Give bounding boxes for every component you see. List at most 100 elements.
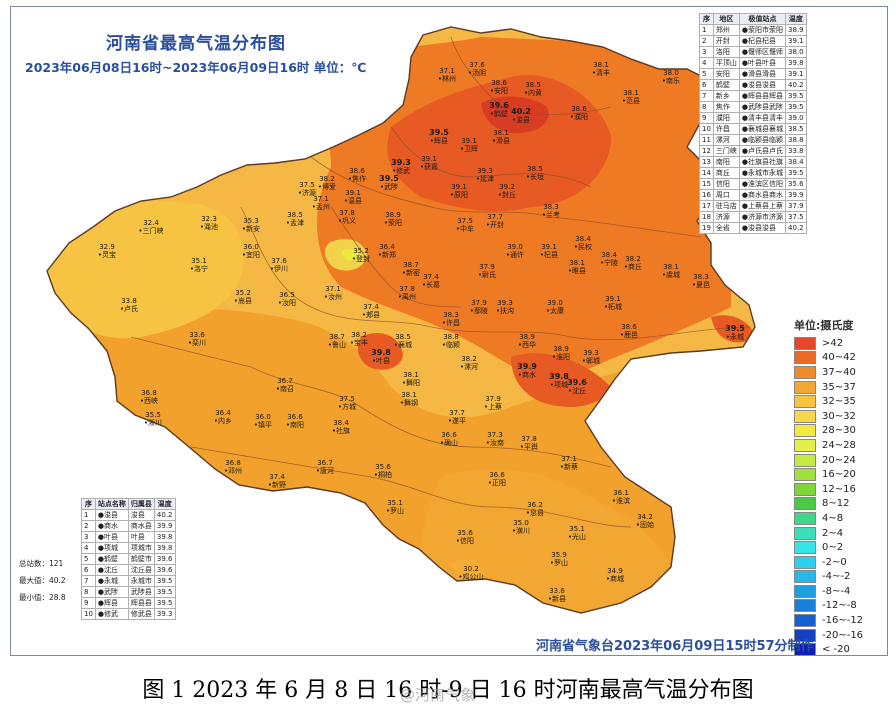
station-marker: 39.9 •商水 xyxy=(513,363,541,380)
station-marker: 39.5 •永城 xyxy=(721,324,749,342)
station-name: •柘城 xyxy=(603,303,623,311)
station-name: •安阳 xyxy=(489,87,509,95)
city-table-row: 17 驻马店 ●上蔡县上蔡 37.9 xyxy=(699,200,807,212)
station-marker: 37.8 •禹州 xyxy=(393,285,421,301)
station-value: 37.1 xyxy=(313,195,329,203)
city-table-cell: 17 xyxy=(699,200,714,212)
rank-table-cell: 39.6 xyxy=(153,553,176,565)
station-value: 35.1 xyxy=(387,499,403,507)
rank-table-cell: ●永城 xyxy=(94,575,129,587)
station-value: 36.7 xyxy=(317,459,333,467)
city-table-cell: ●偃师区偃师 xyxy=(738,46,787,58)
station-marker: 39.8 •叶县 xyxy=(367,349,395,366)
rank-table-cell: 3 xyxy=(81,531,96,543)
station-value: 37.9 xyxy=(485,395,501,403)
station-marker: 38.2 •商丘 xyxy=(619,255,647,271)
station-marker: 39.3 •郸城 xyxy=(577,349,605,365)
station-name: •兰考 xyxy=(541,211,561,219)
station-value: 30.2 xyxy=(463,565,479,573)
station-name: •许昌 xyxy=(441,319,461,327)
station-name: •确山 xyxy=(439,439,459,447)
station-name: •桐柏 xyxy=(373,471,393,479)
station-marker: 38.5 •长垣 xyxy=(521,165,549,181)
station-marker: 37.6 •汤阴 xyxy=(463,61,491,77)
city-table-cell: ●清丰县清丰 xyxy=(738,112,787,124)
station-name: •宁陵 xyxy=(599,259,619,267)
rank-table-header-cell: 归属县 xyxy=(127,498,155,510)
station-name: •鹤壁 xyxy=(489,110,509,118)
station-marker: 35.6 •信阳 xyxy=(451,529,479,545)
station-value: 37.7 xyxy=(449,409,465,417)
station-name: •罗山 xyxy=(385,507,405,515)
station-name: •项城 xyxy=(549,381,569,389)
city-table-cell: 南阳 xyxy=(712,156,740,168)
station-marker: 34.9 •商城 xyxy=(601,567,629,583)
station-name: •焦作 xyxy=(347,175,367,183)
station-name: •鹿邑 xyxy=(619,331,639,339)
legend-item: 16~20 xyxy=(794,467,863,482)
station-marker: 37.4 •新野 xyxy=(263,473,291,489)
rank-table-cell: 商水县 xyxy=(127,520,155,532)
rank-table-row: 2 ●商水 商水县 39.9 xyxy=(81,520,176,532)
station-name: •修武 xyxy=(391,167,411,175)
legend-label: -16~-12 xyxy=(822,615,864,627)
station-marker: 33.6 •栾川 xyxy=(183,331,211,347)
legend-item: 20~24 xyxy=(794,453,863,468)
legend-item: 24~28 xyxy=(794,438,863,453)
station-value: 35.6 xyxy=(457,529,473,537)
city-table-cell: ●襄城县襄城 xyxy=(738,123,787,135)
station-marker: 38.4 •宁陵 xyxy=(595,251,623,267)
station-marker: 35.6 •桐柏 xyxy=(369,463,397,479)
city-table-cell: 33.8 xyxy=(785,145,807,157)
city-table-cell: 19 xyxy=(699,222,714,234)
city-table-cell: 新乡 xyxy=(712,90,740,102)
station-value: 38.8 xyxy=(443,333,459,341)
city-table-cell: 濮阳 xyxy=(712,112,740,124)
station-value: 39.6 xyxy=(567,378,587,387)
city-table-row: 7 新乡 ●辉县县辉县 39.5 xyxy=(699,90,807,102)
city-table-row: 19 全省 ●浚县浚县 40.2 xyxy=(699,222,807,234)
rank-table-cell: 鹤壁市 xyxy=(127,553,155,565)
station-marker: 36.7 •唐河 xyxy=(311,459,339,475)
station-name: •滑县 xyxy=(491,137,511,145)
station-name: •孟州 xyxy=(311,203,331,211)
rank-table-cell: 39.3 xyxy=(153,608,176,620)
station-value: 35.1 xyxy=(569,525,585,533)
station-value: 36.8 xyxy=(225,459,241,467)
station-marker: 38.7 •鲁山 xyxy=(323,333,351,349)
station-marker: 38.6 •安阳 xyxy=(485,79,513,95)
city-table-cell: ●商水县商水 xyxy=(738,189,787,201)
station-marker: 38.9 •西华 xyxy=(513,333,541,349)
station-marker: 37.1 •新蔡 xyxy=(555,455,583,471)
rank-table-row: 8 ●武陟 武陟县 39.5 xyxy=(81,586,176,598)
city-table-cell: 驻马店 xyxy=(712,200,740,212)
station-value: 35.1 xyxy=(191,257,207,265)
temperature-map xyxy=(46,26,756,614)
station-value: 39.3 xyxy=(583,349,599,357)
station-name: •辉县 xyxy=(429,137,449,145)
station-marker: 39.1 •杞县 xyxy=(535,243,563,259)
station-value: 39.5 xyxy=(725,324,745,333)
legend-item: -2~0 xyxy=(794,555,863,570)
city-table-header-cell: 极值站点 xyxy=(738,13,787,25)
station-name: •范县 xyxy=(621,97,641,105)
legend-swatch xyxy=(794,468,816,482)
station-marker: 37.5 •方城 xyxy=(333,395,361,411)
legend-label: 8~12 xyxy=(822,498,850,510)
city-table-cell: 济源 xyxy=(712,211,740,223)
station-name: •汝阳 xyxy=(277,299,297,307)
city-table-cell: 39.1 xyxy=(785,35,807,47)
station-value: 37.9 xyxy=(471,299,487,307)
station-marker: 36.6 •南阳 xyxy=(281,413,309,429)
station-value: 37.5 xyxy=(299,181,315,189)
city-table-cell: 39.5 xyxy=(785,101,807,113)
legend-swatch xyxy=(794,643,816,655)
station-marker: 35.3 •新安 xyxy=(237,217,265,233)
station-value: 38.3 xyxy=(693,273,709,281)
legend-title: 单位:摄氏度 xyxy=(794,319,854,332)
station-value: 37.8 xyxy=(339,209,355,217)
station-value: 38.9 xyxy=(385,211,401,219)
station-name: •固始 xyxy=(635,521,655,529)
city-table-cell: 39.8 xyxy=(785,57,807,69)
city-table-cell: 38.4 xyxy=(785,156,807,168)
